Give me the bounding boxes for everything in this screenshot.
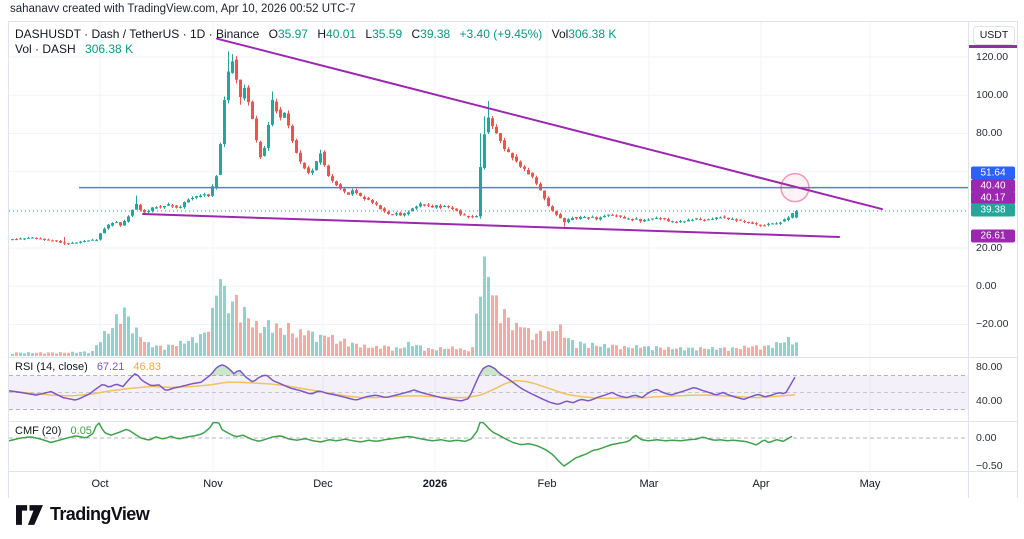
low-label: L <box>365 27 373 41</box>
rsi-overbought-fill <box>211 364 243 376</box>
time-axis-label: Nov <box>203 478 223 490</box>
high-label: H <box>317 27 327 41</box>
tradingview-logo-icon <box>16 504 43 525</box>
rsi-pane <box>9 364 968 410</box>
volume-label: Vol <box>551 27 569 41</box>
attribution-watermark: sahanavv created with TradingView.com, A… <box>10 3 356 15</box>
volume-indicator-label: Vol · DASH <box>15 42 76 56</box>
price-tick-label: −20.00 <box>976 318 1009 331</box>
currency-button[interactable]: USDT <box>973 26 1015 45</box>
price-tick-label: 0.00 <box>976 432 997 444</box>
time-axis-label: Apr <box>752 478 770 490</box>
footer: TradingView <box>0 498 1024 539</box>
open-value: 35.97 <box>278 27 309 41</box>
price-badge: 40.40 <box>971 179 1015 193</box>
price-tick-label: 80.00 <box>976 361 1003 373</box>
price-tick-label: 120.00 <box>976 51 1009 63</box>
volume-legend[interactable]: Vol · DASH 306.38 K <box>15 42 133 56</box>
trendline-drawing[interactable] <box>216 37 883 211</box>
symbol-legend[interactable]: DASHUSDT · Dash / TetherUS · 1D · Binanc… <box>15 27 616 41</box>
trendline-drawing[interactable] <box>142 213 840 238</box>
price-tick-label: 20.00 <box>976 242 1003 255</box>
rsi-value: 67.21 <box>96 361 125 373</box>
close-label: C <box>411 27 421 41</box>
price-tick-label: 40.00 <box>976 395 1003 407</box>
cmf-value: 0.05 <box>70 425 92 437</box>
price-axis[interactable]: USDT 120.00 100.00 80.00 20.00 0.00 −20.00 80.… <box>968 22 1017 498</box>
rsi-legend[interactable]: RSI (14, close) 67.21 46.83 <box>15 361 161 373</box>
rsi-overbought-fill <box>481 365 501 376</box>
price-tick-label: −0.50 <box>976 460 1003 472</box>
pane-separator[interactable] <box>9 421 1017 422</box>
time-axis[interactable]: Oct Nov Dec 2026 Feb Mar Apr May <box>9 472 968 498</box>
rsi-ma-value: 46.83 <box>133 361 161 373</box>
drawings[interactable] <box>9 37 968 238</box>
price-tick-label: 100.00 <box>976 89 1009 102</box>
pane-separator[interactable] <box>9 357 1017 358</box>
axis-accent-bar <box>969 45 1017 48</box>
tradingview-logo-text: TradingView <box>50 504 150 524</box>
time-axis-label: Feb <box>537 478 557 490</box>
volume-value: 306.38 K <box>568 27 617 41</box>
cmf-label: CMF (20) <box>15 425 62 437</box>
high-value: 40.01 <box>326 27 357 41</box>
time-axis-label: May <box>859 478 881 490</box>
cmf-pane <box>9 421 968 467</box>
price-badge: 51.64 <box>971 166 1015 180</box>
cmf-line <box>9 421 793 467</box>
price-badge: 39.38 <box>971 203 1015 217</box>
symbol-title[interactable]: DASHUSDT · Dash / TetherUS · 1D · Binanc… <box>15 27 260 41</box>
open-label: O <box>268 27 278 41</box>
close-value: 39.38 <box>420 27 451 41</box>
time-axis-label: 2026 <box>422 478 448 490</box>
ellipse-drawing[interactable] <box>780 172 810 203</box>
time-axis-label: Dec <box>313 478 333 490</box>
rsi-label: RSI (14, close) <box>15 361 88 373</box>
time-axis-label: Oct <box>91 478 109 490</box>
change-value: +3.40 (+9.45%) <box>459 27 543 41</box>
candles <box>11 51 798 245</box>
chart-svg[interactable] <box>9 22 968 498</box>
volume-indicator-value: 306.38 K <box>85 42 134 56</box>
rsi-ma-line <box>9 379 796 400</box>
low-value: 35.59 <box>372 27 403 41</box>
chart-container: Oct Nov Dec 2026 Feb Mar Apr May DASHUSDT · Das… <box>8 21 1018 499</box>
cmf-legend[interactable]: CMF (20) 0.05 <box>15 425 92 437</box>
time-axis-label: Mar <box>639 478 659 490</box>
rsi-line <box>9 364 796 405</box>
price-tick-label: 80.00 <box>976 127 1003 140</box>
price-chart-canvas[interactable]: Oct Nov Dec 2026 Feb Mar Apr May <box>9 22 968 498</box>
price-badge: 40.17 <box>971 191 1015 205</box>
volume-bars <box>11 256 798 356</box>
price-badge: 26.61 <box>971 229 1015 243</box>
tradingview-logo[interactable]: TradingView <box>16 504 150 525</box>
pane-separator <box>9 471 1017 472</box>
price-tick-label: 0.00 <box>976 280 997 293</box>
